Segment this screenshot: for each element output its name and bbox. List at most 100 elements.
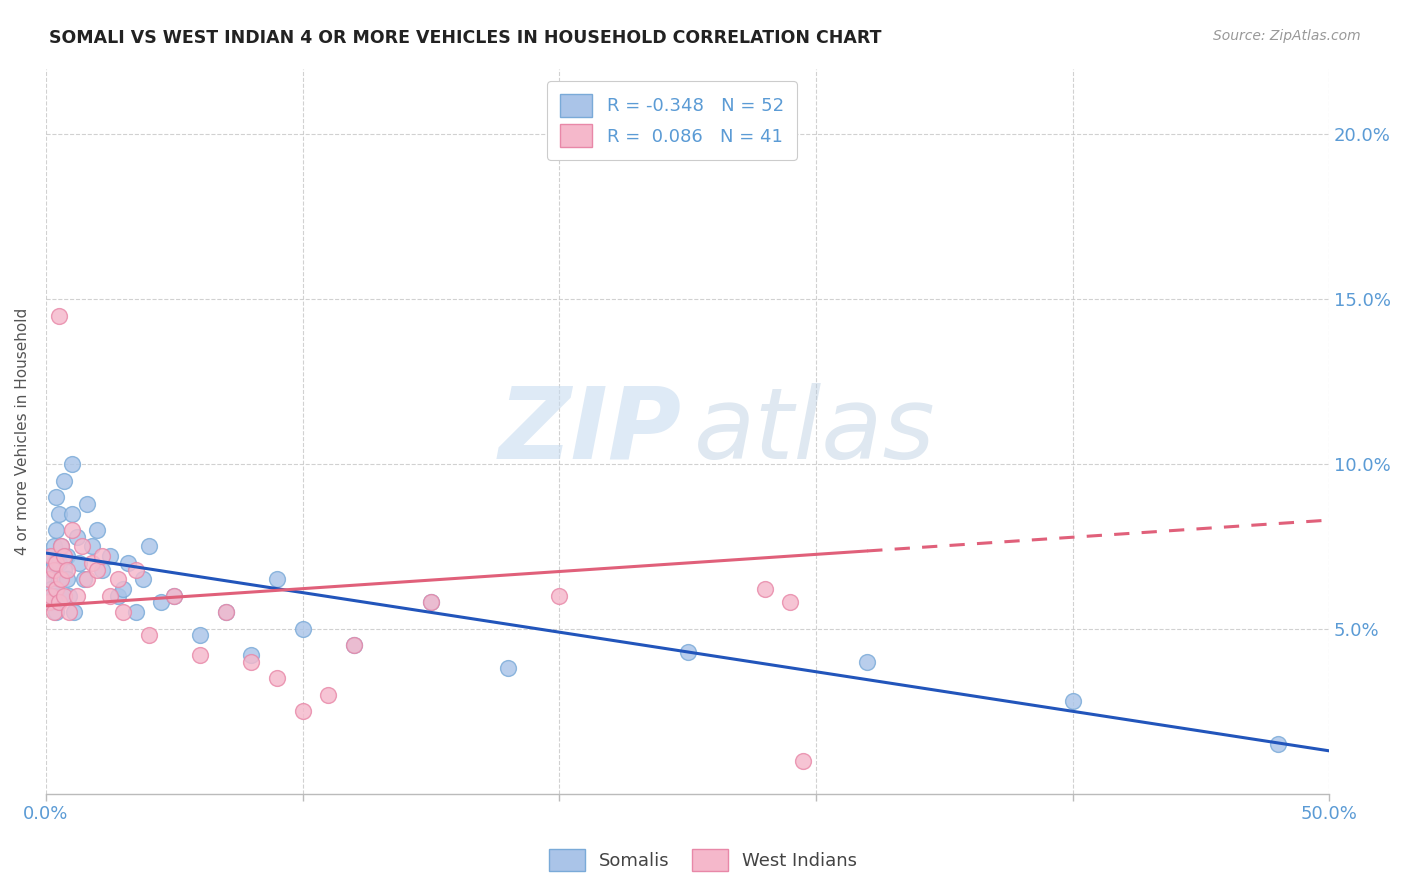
Point	[343, 638, 366, 652]
Point	[125, 606, 148, 620]
Point	[70, 540, 93, 554]
Point	[38, 595, 60, 609]
Point	[98, 549, 121, 564]
Point	[188, 628, 211, 642]
Point	[60, 507, 83, 521]
Point	[60, 523, 83, 537]
Text: Source: ZipAtlas.com: Source: ZipAtlas.com	[1213, 29, 1361, 43]
Point	[52, 474, 75, 488]
Legend: R = -0.348   N = 52, R =  0.086   N = 41: R = -0.348 N = 52, R = 0.086 N = 41	[547, 81, 797, 160]
Point	[73, 573, 96, 587]
Point	[38, 573, 60, 587]
Point	[52, 589, 75, 603]
Point	[496, 661, 519, 675]
Point	[67, 556, 90, 570]
Point	[117, 556, 139, 570]
Text: atlas: atlas	[695, 383, 935, 480]
Point	[39, 562, 62, 576]
Point	[42, 556, 65, 570]
Point	[111, 582, 134, 597]
Point	[52, 562, 75, 576]
Point	[39, 582, 62, 597]
Point	[39, 589, 62, 603]
Point	[91, 549, 114, 564]
Point	[779, 595, 801, 609]
Point	[51, 573, 73, 587]
Point	[66, 589, 89, 603]
Point	[45, 582, 67, 597]
Point	[66, 530, 89, 544]
Point	[266, 573, 288, 587]
Point	[42, 562, 65, 576]
Point	[291, 622, 314, 636]
Point	[214, 606, 236, 620]
Point	[51, 589, 73, 603]
Point	[98, 589, 121, 603]
Point	[45, 556, 67, 570]
Point	[58, 606, 80, 620]
Point	[38, 549, 60, 564]
Point	[86, 523, 108, 537]
Point	[51, 540, 73, 554]
Point	[55, 562, 77, 576]
Point	[48, 573, 70, 587]
Point	[76, 573, 98, 587]
Point	[82, 556, 104, 570]
Point	[1062, 694, 1084, 708]
Point	[52, 549, 75, 564]
Point	[45, 490, 67, 504]
Point	[86, 562, 108, 576]
Point	[55, 573, 77, 587]
Point	[63, 606, 86, 620]
Y-axis label: 4 or more Vehicles in Household: 4 or more Vehicles in Household	[15, 308, 30, 555]
Text: ZIP: ZIP	[498, 383, 681, 480]
Text: SOMALI VS WEST INDIAN 4 OR MORE VEHICLES IN HOUSEHOLD CORRELATION CHART: SOMALI VS WEST INDIAN 4 OR MORE VEHICLES…	[49, 29, 882, 46]
Point	[150, 595, 173, 609]
Point	[316, 688, 339, 702]
Point	[38, 573, 60, 587]
Point	[125, 562, 148, 576]
Point	[82, 540, 104, 554]
Point	[107, 589, 129, 603]
Point	[1267, 737, 1289, 751]
Point	[291, 704, 314, 718]
Legend: Somalis, West Indians: Somalis, West Indians	[541, 842, 865, 879]
Point	[138, 540, 160, 554]
Point	[754, 582, 776, 597]
Point	[111, 606, 134, 620]
Point	[163, 589, 186, 603]
Point	[856, 655, 879, 669]
Point	[343, 638, 366, 652]
Point	[419, 595, 441, 609]
Point	[132, 573, 155, 587]
Point	[48, 507, 70, 521]
Point	[76, 497, 98, 511]
Point	[792, 754, 814, 768]
Point	[42, 540, 65, 554]
Point	[676, 645, 699, 659]
Point	[58, 589, 80, 603]
Point	[188, 648, 211, 663]
Point	[214, 606, 236, 620]
Point	[138, 628, 160, 642]
Point	[39, 549, 62, 564]
Point	[48, 309, 70, 323]
Point	[55, 549, 77, 564]
Point	[42, 606, 65, 620]
Point	[48, 556, 70, 570]
Point	[419, 595, 441, 609]
Point	[548, 589, 571, 603]
Point	[240, 648, 263, 663]
Point	[107, 573, 129, 587]
Point	[60, 457, 83, 471]
Point	[240, 655, 263, 669]
Point	[48, 595, 70, 609]
Point	[42, 589, 65, 603]
Point	[45, 606, 67, 620]
Point	[39, 595, 62, 609]
Point	[51, 540, 73, 554]
Point	[163, 589, 186, 603]
Point	[266, 671, 288, 685]
Point	[45, 523, 67, 537]
Point	[91, 562, 114, 576]
